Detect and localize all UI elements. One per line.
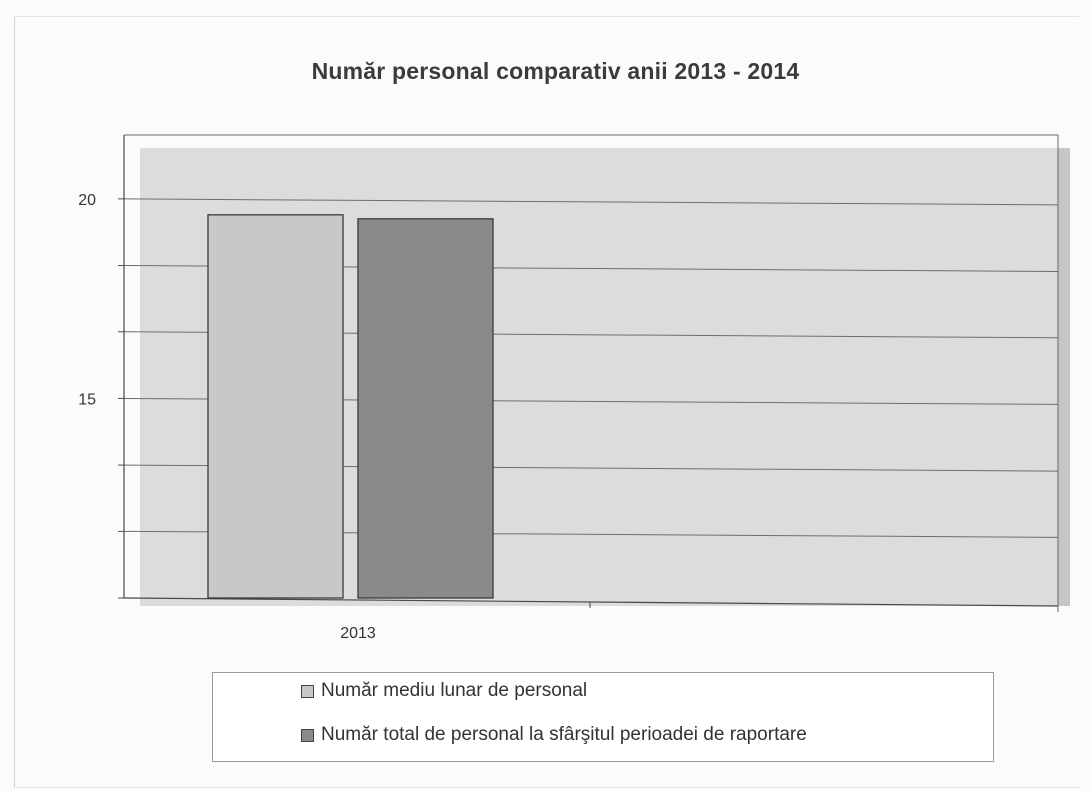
- y-tick-label: 20: [78, 192, 96, 209]
- chart-title: Număr personal comparativ anii 2013 - 20…: [311, 58, 800, 84]
- page-frame: [14, 16, 1079, 788]
- legend-item-monthly-average: Număr mediu lunar de personal: [301, 679, 587, 703]
- gridline: [123, 198, 1059, 206]
- y-tick-label: 15: [78, 391, 96, 408]
- legend-label: Număr total de personal la sfârşitul per…: [321, 724, 807, 745]
- legend-swatch-dark: [301, 728, 314, 742]
- legend-item-period-end-total: Număr total de personal la sfârşitul per…: [301, 723, 807, 747]
- bar-monthly-average-2013: [207, 214, 344, 599]
- plot-wall-side: [1058, 148, 1070, 606]
- legend-label: Număr mediu lunar de personal: [321, 680, 588, 701]
- x-tick-label: 2013: [340, 625, 376, 642]
- bar-period-end-total-2013: [357, 218, 494, 599]
- x-axis-line: [123, 597, 1059, 607]
- legend-swatch-light: [301, 684, 314, 698]
- legend: Număr mediu lunar de personal Număr tota…: [212, 672, 994, 762]
